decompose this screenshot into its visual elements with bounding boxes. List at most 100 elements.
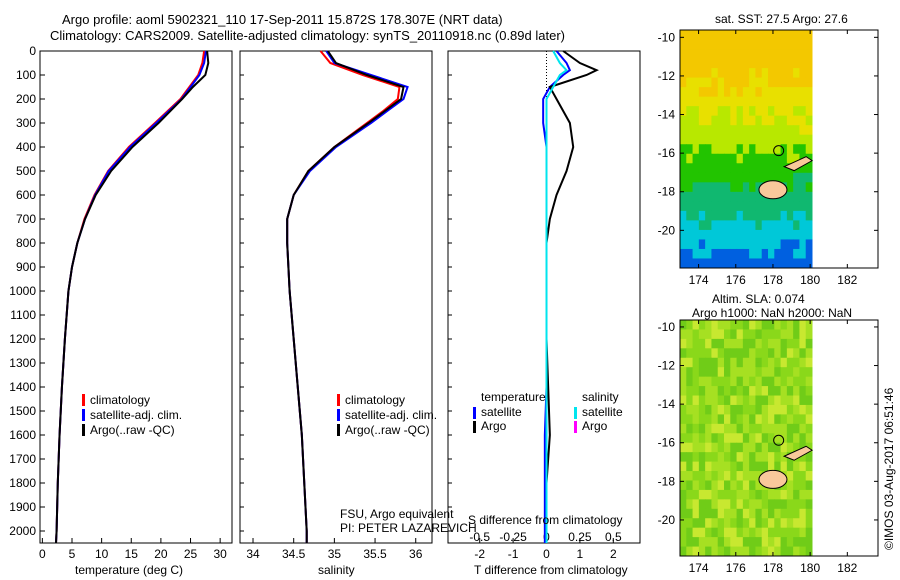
map-cell [711, 201, 719, 212]
map-y-tick-label: -20 [658, 223, 676, 237]
map-cell [774, 96, 782, 107]
map-cell [749, 239, 756, 250]
map-cell [799, 210, 807, 221]
map-cell [805, 49, 813, 60]
map-cell [742, 452, 750, 463]
map-cell [793, 182, 800, 193]
map-cell [768, 348, 775, 359]
map-cell [692, 329, 700, 340]
map-cell [799, 546, 807, 557]
map-cell [780, 423, 788, 434]
map-cell [705, 386, 712, 397]
map-cell [680, 115, 687, 126]
map-cell [749, 49, 756, 60]
series-line-satellite-adj-clim- [55, 50, 207, 544]
map-cell [686, 395, 694, 406]
map-cell [730, 499, 738, 510]
map-cell [774, 357, 782, 368]
map-cell [730, 248, 738, 259]
map-cell [805, 77, 813, 88]
map-cell [761, 338, 769, 349]
map-cell [686, 210, 694, 221]
map-cell [717, 153, 725, 164]
map-cell [793, 115, 800, 126]
map-cell [761, 144, 769, 155]
map-cell [793, 527, 800, 538]
map-cell [698, 329, 706, 340]
map-cell [749, 134, 756, 145]
map-cell [698, 423, 706, 434]
map-cell [680, 404, 687, 415]
map-cell [799, 367, 807, 378]
map-cell [749, 87, 756, 98]
map-cell [761, 163, 769, 174]
y-tick-label: 1800 [9, 476, 36, 490]
map-cell [692, 106, 700, 117]
map-cell [774, 395, 782, 406]
map-cell [742, 386, 750, 397]
map-cell [755, 320, 763, 330]
map-cell [805, 210, 813, 221]
legend-swatch [82, 409, 85, 421]
map-cell [686, 39, 694, 50]
map-cell [761, 87, 769, 98]
map-cell [786, 386, 794, 397]
map-cell [730, 201, 738, 212]
map-cell [711, 404, 719, 415]
map-cell [749, 30, 756, 41]
map-cell [799, 191, 807, 202]
map-cell [749, 320, 756, 330]
map1-title: sat. SST: 27.5 Argo: 27.6 [715, 12, 848, 26]
map-cell [749, 461, 756, 472]
map-cell [680, 153, 687, 164]
map-cell [799, 134, 807, 145]
map-cell [774, 461, 782, 472]
x-tick-label: 36 [409, 547, 423, 561]
map-cell [761, 229, 769, 240]
map-cell [730, 489, 738, 500]
map-cell [730, 144, 738, 155]
map-cell [730, 329, 738, 340]
map-cell [786, 144, 794, 155]
map-cell [711, 471, 719, 481]
map-cell [742, 191, 750, 202]
map-cell [730, 125, 738, 136]
map-cell [724, 442, 731, 453]
map-cell [749, 163, 756, 174]
map-cell [698, 49, 706, 60]
map-cell [793, 248, 800, 259]
map-cell [692, 258, 700, 269]
map-cell [749, 499, 756, 510]
map-cell [768, 144, 775, 155]
map-cell [749, 518, 756, 529]
map-cell [730, 258, 738, 269]
map-x-tick-label: 180 [800, 273, 820, 287]
map-cell [724, 329, 731, 340]
map-cell [761, 134, 769, 145]
map-cell [686, 144, 694, 155]
map-cell [705, 220, 712, 231]
map-cell [774, 414, 782, 425]
map-cell [724, 220, 731, 231]
map-cell [786, 480, 794, 491]
map-cell [686, 229, 694, 240]
map-cell [749, 115, 756, 126]
map-cell [711, 87, 719, 98]
map-cell [768, 546, 775, 557]
map-cell [705, 357, 712, 368]
map-cell [805, 172, 813, 183]
map-cell [730, 338, 738, 349]
map-cell [749, 442, 756, 453]
map-cell [780, 163, 788, 174]
map-cell [736, 489, 744, 500]
map-cell [711, 357, 719, 368]
map-cell [736, 527, 744, 538]
map-cell [742, 30, 750, 41]
map-cell [717, 442, 725, 453]
map-cell [698, 546, 706, 557]
map-cell [736, 546, 744, 557]
map-cell [780, 329, 788, 340]
map-cell [805, 386, 813, 397]
map-cell [749, 433, 756, 444]
map-cell [768, 220, 775, 231]
